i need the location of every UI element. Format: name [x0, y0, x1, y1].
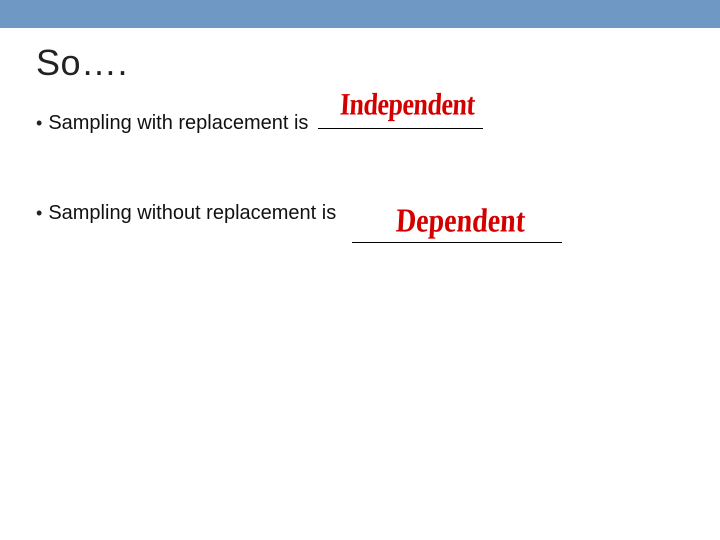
bullet-label: Sampling without replacement is	[48, 202, 336, 224]
fill-blank	[352, 242, 562, 243]
fill-blank	[318, 128, 483, 129]
bullet-text: • Sampling without replacement is	[36, 202, 562, 225]
slide-content: So…. •Sampling with replacement is Indep…	[0, 28, 720, 242]
top-accent-bar	[0, 0, 720, 28]
bullet-marker: •	[36, 113, 42, 133]
bullet-text: • Sampling with replacement is	[36, 112, 483, 135]
bullet-item: •Sampling with replacement is Independen…	[36, 112, 684, 152]
bullet-label: Sampling with replacement is	[48, 112, 308, 134]
bullet-item: •Sampling without replacement is Depende…	[36, 202, 684, 242]
bullet-marker: •	[36, 203, 42, 223]
slide-title: So….	[36, 42, 684, 84]
